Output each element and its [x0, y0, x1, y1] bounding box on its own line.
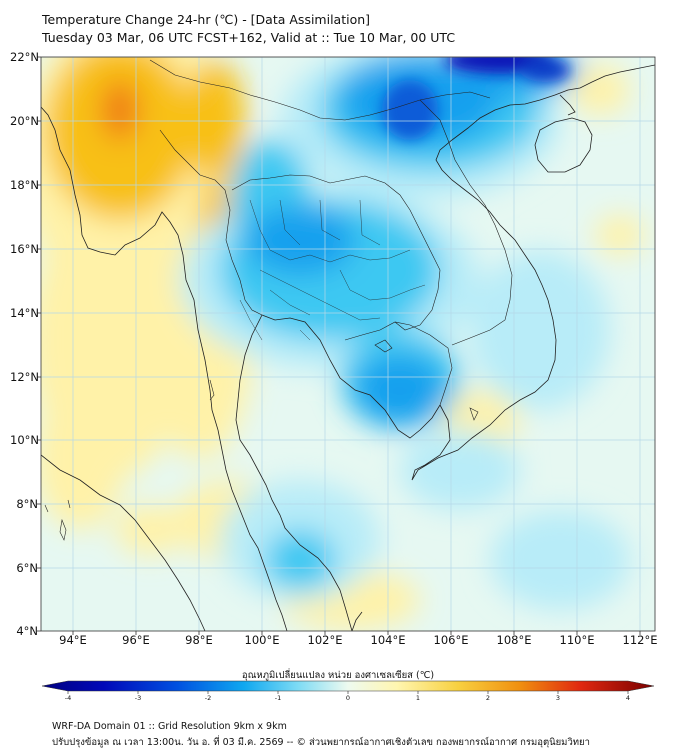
border-china — [149, 59, 491, 121]
border-laos-vietnam — [419, 99, 513, 346]
thai-provinces — [239, 199, 426, 341]
colorbar-tick-label: -4 — [64, 694, 72, 702]
chart-subtitle: Tuesday 03 Mar, 06 UTC FCST+162, Valid a… — [42, 30, 456, 45]
colorbar-tick-label: 0 — [345, 694, 351, 702]
coast-vietnam-south — [411, 299, 557, 481]
lon-label: 104°E — [370, 633, 406, 647]
lat-label: 14°N — [10, 306, 39, 320]
lat-label: 12°N — [10, 370, 39, 384]
colorbar-tick-label: -3 — [134, 694, 142, 702]
lat-label: 6°N — [16, 561, 38, 575]
footer-model-info: WRF-DA Domain 01 :: Grid Resolution 9km … — [52, 721, 287, 732]
coast-china-south — [554, 64, 655, 96]
colorbar-label: อุณหภูมิเปลี่ยนแปลง หน่วย องศาเซลเซียส (… — [241, 670, 435, 681]
lon-label: 96°E — [122, 633, 150, 647]
colorbar — [41, 680, 655, 694]
lat-label: 18°N — [10, 178, 39, 192]
colorbar-bar — [41, 680, 655, 692]
lon-label: 112°E — [622, 633, 658, 647]
cold-core — [382, 57, 570, 140]
lat-label: 22°N — [10, 50, 39, 64]
coast-sumatra — [41, 454, 206, 631]
chart-title: Temperature Change 24-hr (℃) - [Data Ass… — [42, 12, 371, 27]
colorbar-ticks — [67, 691, 629, 694]
coast-leizhou — [559, 94, 576, 116]
footer-credit: ปรับปรุงข้อมูล ณ เวลา 13:00น. วัน อ. ที่… — [52, 737, 590, 748]
lon-label: 100°E — [244, 633, 280, 647]
coast-myanmar-west — [41, 106, 219, 431]
plot-frame — [40, 56, 656, 632]
lon-label: 106°E — [433, 633, 469, 647]
lon-label: 102°E — [307, 633, 343, 647]
lon-label: 108°E — [496, 633, 532, 647]
lat-label: 4°N — [16, 624, 38, 638]
axis-ticks — [37, 56, 641, 635]
temperature-change-map — [37, 56, 656, 635]
colorbar-tick-label: 2 — [485, 694, 491, 702]
border-laos-thailand — [231, 174, 441, 331]
islands-andaman — [44, 499, 71, 541]
border-myanmar-thailand — [159, 129, 263, 316]
coast-hainan — [534, 117, 593, 173]
temperature-field — [41, 57, 645, 630]
coast-vietnam-central — [435, 94, 556, 301]
colorbar-tick-label: -2 — [204, 694, 212, 702]
coast-gulf-of-thailand — [261, 314, 441, 439]
border-cambodia — [344, 321, 453, 406]
colorbar-tick-label: -1 — [274, 694, 282, 702]
colorbar-tick-label: 3 — [555, 694, 561, 702]
colorbar-tick-label: 4 — [625, 694, 631, 702]
colorbar-tick-label: 1 — [415, 694, 421, 702]
lat-label: 16°N — [10, 242, 39, 256]
lon-label: 98°E — [185, 633, 213, 647]
graticule — [41, 57, 655, 631]
lat-label: 10°N — [10, 433, 39, 447]
coast-malaysia-east — [351, 611, 363, 631]
lon-label: 110°E — [559, 633, 595, 647]
islands-gulf — [209, 339, 479, 421]
lat-label: 8°N — [16, 497, 38, 511]
coastlines — [41, 59, 655, 631]
lat-label: 20°N — [10, 114, 39, 128]
coast-peninsula-west — [217, 429, 288, 631]
coast-peninsula-east — [235, 314, 353, 631]
lon-label: 94°E — [59, 633, 87, 647]
